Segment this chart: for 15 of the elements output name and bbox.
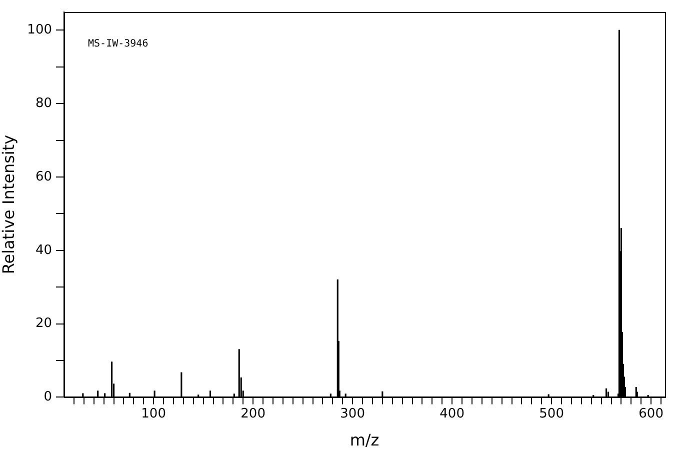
x-axis-title: m/z [350,430,380,450]
x-tick-label: 100 [141,406,166,422]
y-tick-label: 100 [27,22,52,38]
annotation: MS-IW-3946 [88,38,148,50]
x-tick-label: 200 [240,406,266,422]
y-axis-title: Relative Intensity [0,134,18,274]
x-tick-label: 300 [340,406,365,422]
x-tick-label: 500 [539,406,564,422]
y-tick-label: 60 [35,169,52,184]
x-tick-label: 400 [440,406,464,422]
y-tick-label: 80 [35,96,52,111]
y-tick-label: 40 [35,242,52,258]
y-tick-label: 20 [35,316,52,332]
y-tick-label: 0 [44,390,52,405]
x-tick-label: 600 [638,406,664,422]
